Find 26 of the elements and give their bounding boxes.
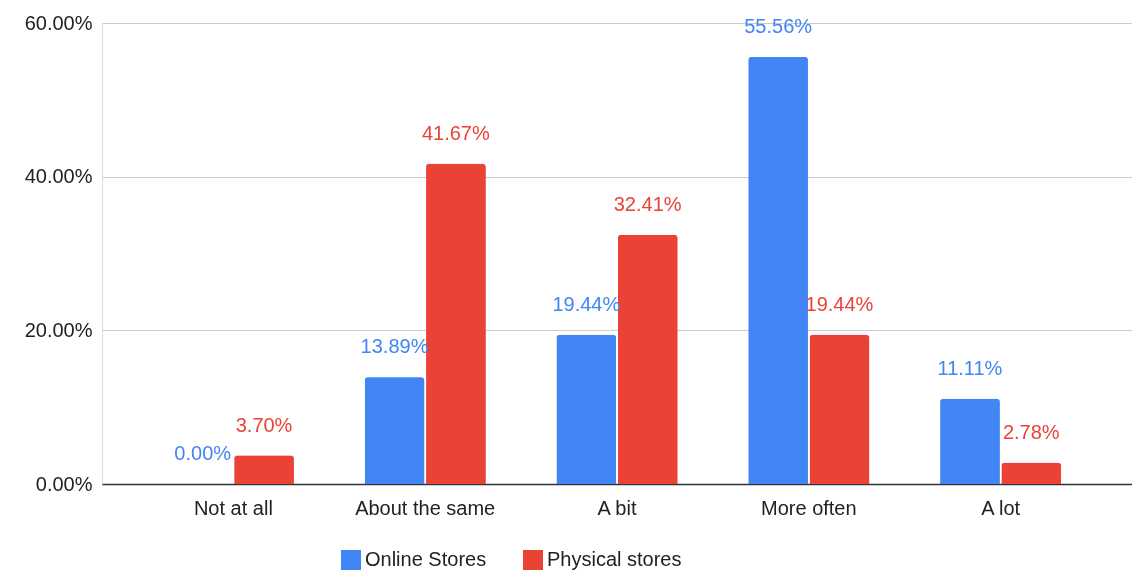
y-tick-label: 20.00% bbox=[24, 318, 93, 341]
bar bbox=[1001, 462, 1062, 484]
legend-label: Physical stores bbox=[547, 548, 682, 570]
x-tick-label: A bit bbox=[597, 496, 637, 519]
data-label: 3.70% bbox=[235, 413, 293, 436]
bar bbox=[556, 334, 617, 484]
y-tick-label: 60.00% bbox=[24, 11, 93, 34]
x-tick-label: A lot bbox=[981, 496, 1021, 519]
bar bbox=[940, 398, 1000, 484]
legend-label: Online Stores bbox=[365, 548, 487, 570]
bar bbox=[809, 334, 870, 484]
x-tick-label: More often bbox=[761, 496, 857, 519]
bar bbox=[364, 377, 425, 484]
bar bbox=[234, 455, 294, 484]
x-tick-label: Not at all bbox=[193, 496, 273, 519]
data-label: 41.67% bbox=[421, 121, 490, 144]
data-label: 2.78% bbox=[1002, 420, 1060, 443]
data-label: 32.41% bbox=[613, 192, 682, 215]
data-label: 0.00% bbox=[174, 442, 232, 464]
x-tick-label: About the same bbox=[355, 496, 496, 519]
data-label: 55.56% bbox=[744, 15, 813, 38]
data-label: 11.11% bbox=[937, 356, 1003, 379]
bar bbox=[426, 163, 486, 484]
bar bbox=[748, 57, 808, 484]
y-tick-label: 0.00% bbox=[35, 472, 93, 495]
y-tick-label: 40.00% bbox=[24, 165, 93, 188]
